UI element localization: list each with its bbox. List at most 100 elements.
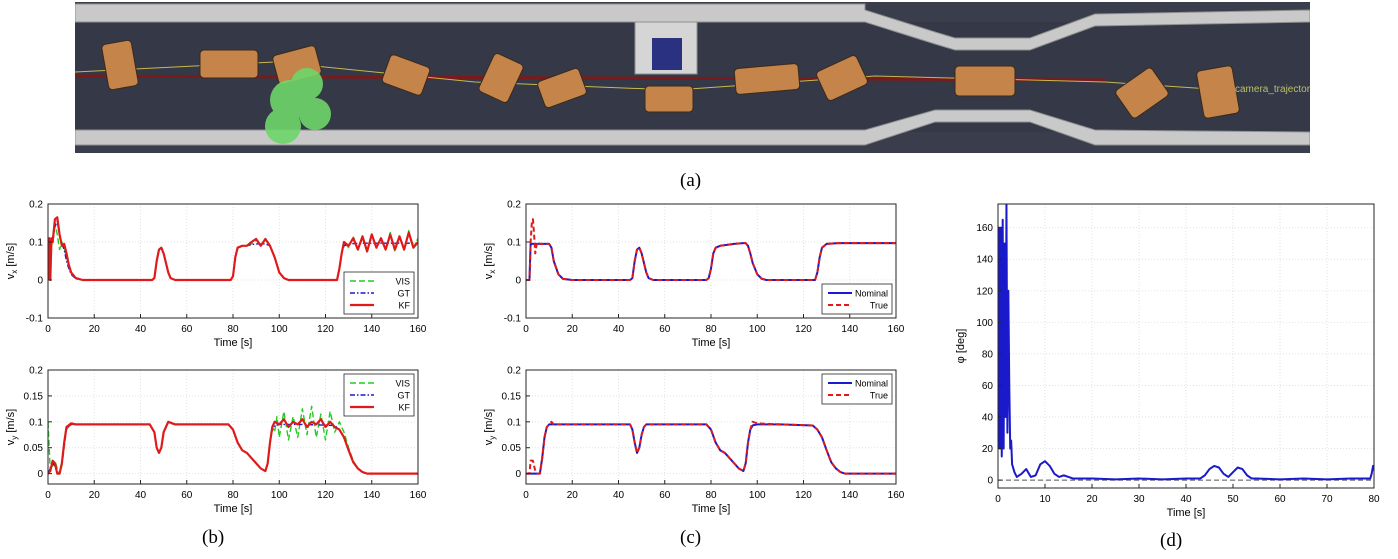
y-tick-label: 0: [515, 276, 521, 287]
x-tick-label: 60: [659, 324, 671, 335]
y-tick-label: 0.2: [507, 200, 521, 211]
x-tick-label: 20: [567, 324, 579, 335]
x-tick-label: 160: [410, 490, 427, 501]
y-axis-label: vy [m/s]: [5, 409, 19, 445]
y-tick-label: 0.2: [29, 366, 43, 377]
x-tick-label: 160: [410, 324, 427, 335]
legend: VIS GT KF: [343, 373, 415, 417]
x-tick-label: 20: [1086, 494, 1098, 505]
series-line-true: [526, 218, 896, 281]
legend-label-nominal: Nominal: [855, 289, 888, 299]
y-tick-label: 0: [987, 476, 993, 487]
y-tick-label: -0.1: [26, 314, 44, 325]
green-bush: [265, 68, 331, 144]
x-tick-label: 60: [181, 490, 193, 501]
x-tick-label: 80: [1368, 494, 1380, 505]
legend: Nominal True: [821, 373, 893, 405]
series-line-true: [526, 420, 896, 475]
x-tick-label: 160: [888, 490, 905, 501]
x-tick-label: 60: [659, 490, 671, 501]
x-tick-label: 0: [45, 490, 51, 501]
x-tick-label: 140: [363, 490, 380, 501]
caption-c: (c): [680, 527, 702, 548]
x-tick-label: 40: [1180, 494, 1192, 505]
legend-label-kf: KF: [398, 403, 410, 413]
x-tick-label: 100: [271, 324, 288, 335]
y-tick-label: 0.2: [29, 200, 43, 211]
x-axis-label: Time [s]: [692, 337, 731, 349]
y-tick-label: 80: [982, 349, 994, 360]
caption-b: (b): [202, 527, 225, 548]
series-line-phi: [998, 204, 1374, 481]
legend-box: [821, 373, 893, 405]
caption-d: (d): [1160, 530, 1183, 551]
y-tick-label: -0.1: [504, 314, 522, 325]
x-tick-label: 60: [1274, 494, 1286, 505]
y-tick-label: 0.15: [24, 391, 44, 402]
y-tick-label: 0: [37, 276, 43, 287]
x-tick-label: 120: [317, 490, 334, 501]
y-tick-label: 0: [37, 469, 43, 480]
x-tick-label: 80: [705, 324, 717, 335]
robot-corridor-scene-image: camera_trajectory: [75, 2, 1310, 153]
x-tick-label: 70: [1321, 494, 1333, 505]
x-axis-label: Time [s]: [692, 503, 731, 515]
y-tick-label: 0.1: [29, 238, 43, 249]
x-tick-label: 0: [523, 324, 529, 335]
y-tick-label: 0.1: [507, 238, 521, 249]
legend-label-true: True: [870, 301, 888, 311]
x-tick-label: 40: [135, 490, 147, 501]
caption-a: (a): [680, 170, 702, 191]
x-axis-label: Time [s]: [214, 337, 253, 349]
y-tick-label: 100: [976, 318, 993, 329]
y-tick-label: 140: [976, 255, 993, 266]
y-tick-label: 20: [982, 444, 994, 455]
y-axis-label: vx [m/s]: [483, 243, 497, 279]
x-tick-label: 30: [1133, 494, 1145, 505]
x-tick-label: 100: [271, 490, 288, 501]
legend-label-true: True: [870, 391, 888, 401]
legend-label-vis: VIS: [395, 379, 410, 389]
x-tick-label: 20: [89, 324, 101, 335]
x-tick-label: 40: [135, 324, 147, 335]
x-axis-label: Time [s]: [214, 503, 253, 515]
x-tick-label: 120: [317, 324, 334, 335]
x-tick-label: 20: [89, 490, 101, 501]
x-tick-label: 50: [1227, 494, 1239, 505]
y-tick-label: 0.15: [502, 391, 522, 402]
legend-box: [343, 373, 415, 417]
x-tick-label: 80: [705, 490, 717, 501]
legend-label-gt: GT: [398, 391, 411, 401]
y-tick-label: 0.2: [507, 366, 521, 377]
legend-label-vis: VIS: [395, 277, 410, 287]
x-tick-label: 140: [841, 490, 858, 501]
x-tick-label: 0: [995, 494, 1001, 505]
x-tick-label: 140: [363, 324, 380, 335]
y-tick-label: 0.1: [507, 417, 521, 428]
top-wall: [75, 3, 1310, 51]
series-line-kf: [48, 418, 418, 475]
legend: Nominal True: [821, 283, 893, 315]
x-tick-label: 0: [523, 490, 529, 501]
y-axis-label: φ [deg]: [955, 329, 967, 364]
x-axis-label: Time [s]: [1167, 507, 1206, 519]
x-tick-label: 40: [613, 490, 625, 501]
x-tick-label: 100: [749, 324, 766, 335]
y-axis-label: vx [m/s]: [5, 243, 19, 279]
wall-block-window: [652, 38, 682, 70]
plot-d-phi: 0 10 20 30 40 50 60 70 80 0 20 40 60 80 100 120 140 160 Ti…: [955, 203, 1380, 519]
series-line-kf: [48, 216, 418, 282]
legend-label-nominal: Nominal: [855, 379, 888, 389]
y-tick-label: 60: [982, 381, 994, 392]
legend-label-gt: GT: [398, 289, 411, 299]
x-tick-label: 140: [841, 324, 858, 335]
y-tick-label: 40: [982, 413, 994, 424]
plot-b-bottom-vy: 0 20 40 60 80 100 120 140 160 0 0.05 0.1 0.15 0.2 Time…: [5, 366, 427, 516]
y-tick-label: 120: [976, 286, 993, 297]
y-axis-label: vy [m/s]: [483, 409, 497, 445]
y-tick-label: 0.05: [502, 443, 522, 454]
x-tick-label: 20: [567, 490, 579, 501]
plot-c-bottom-vy: 0 20 40 60 80 100 120 140 160 0 0.05 0.1 0.15 0.2 Time…: [483, 366, 905, 516]
x-tick-label: 80: [227, 324, 239, 335]
